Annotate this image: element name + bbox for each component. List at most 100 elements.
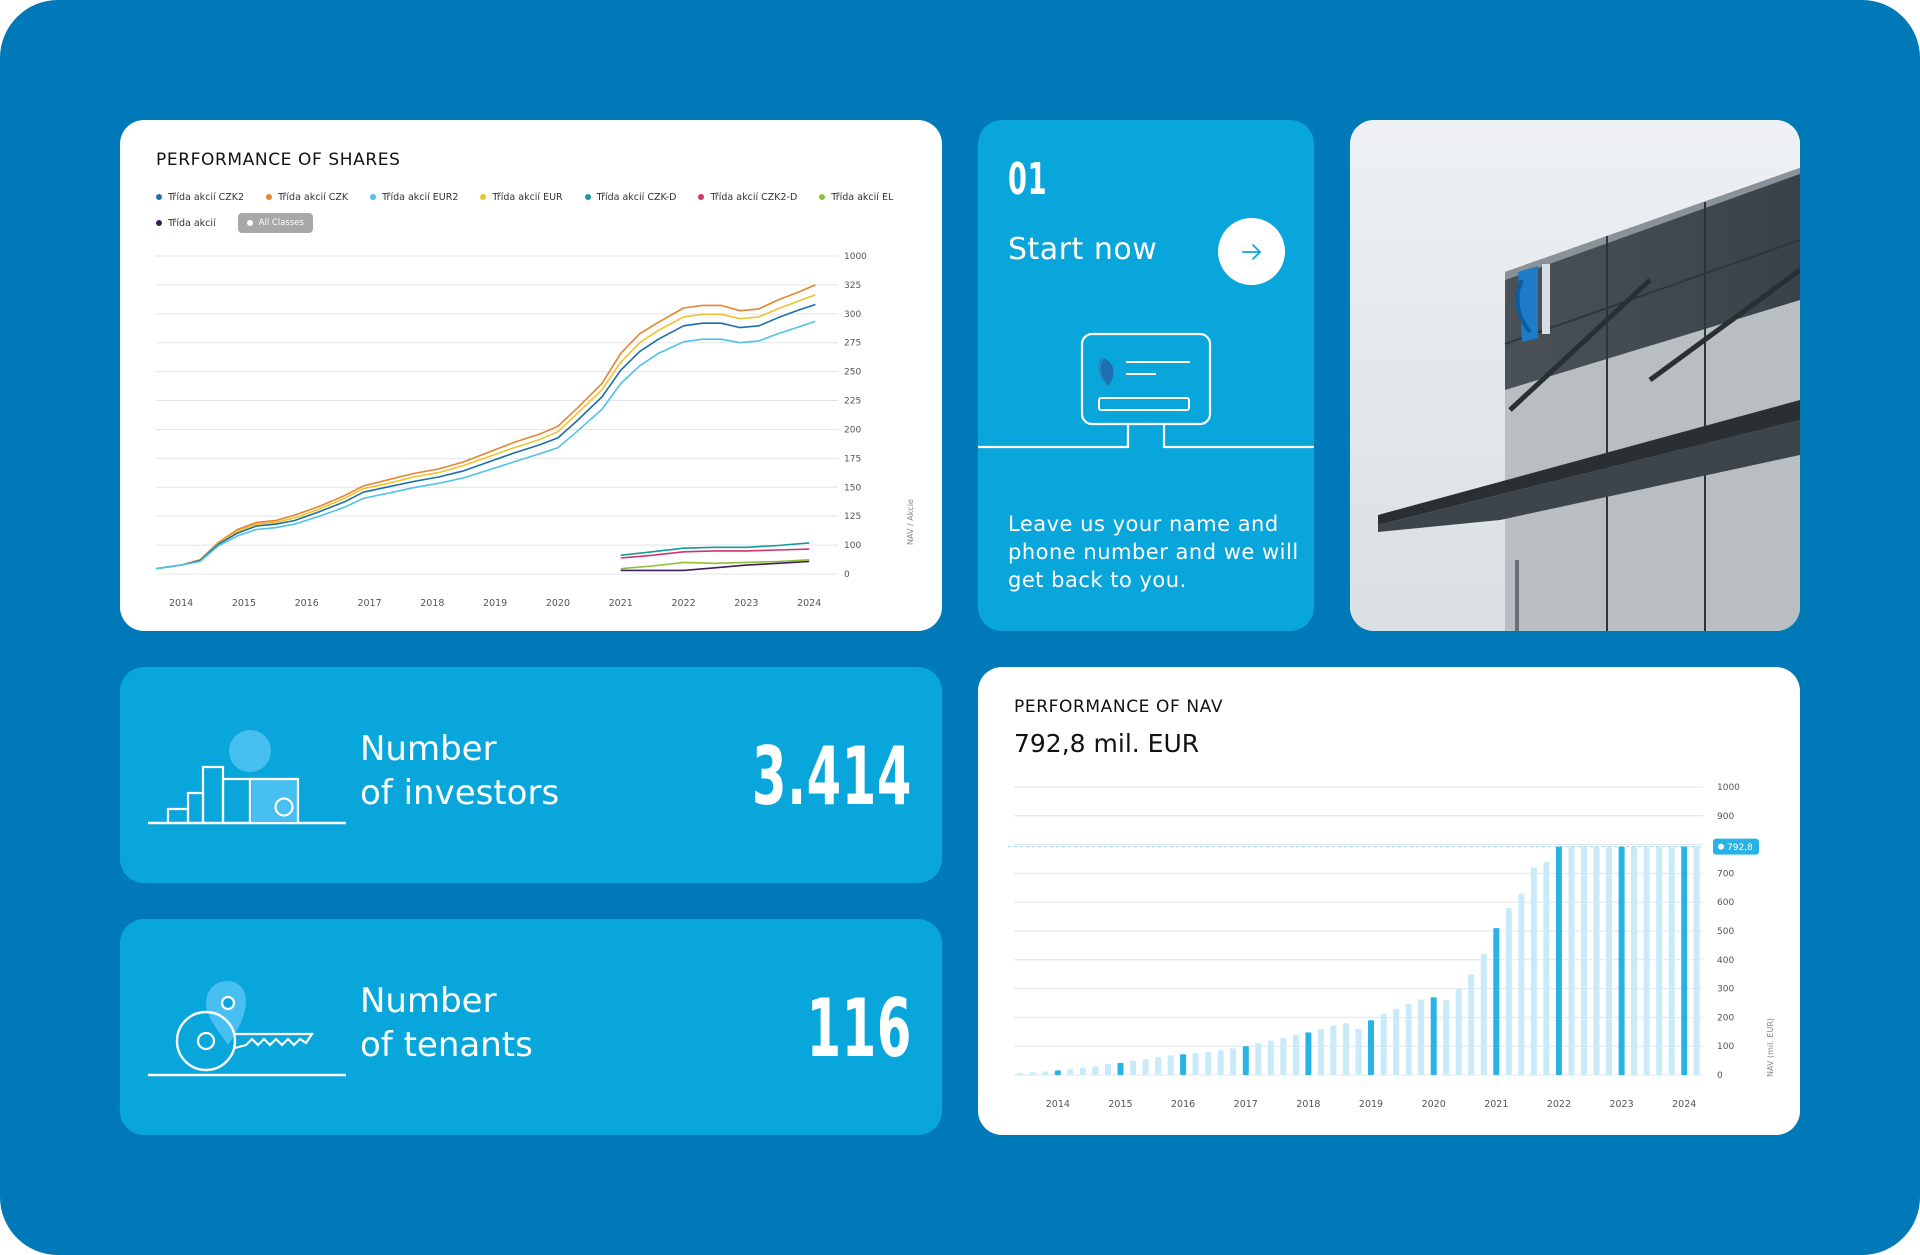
x-tick-label: 2021 xyxy=(609,598,633,609)
legend-item-czk[interactable]: Třída akcií CZK xyxy=(266,184,348,210)
x-tick-label: 2023 xyxy=(734,598,758,609)
step-number: 01 xyxy=(1008,154,1048,205)
x-tick-label: 2023 xyxy=(1609,1099,1633,1110)
legend-item-czk2-d[interactable]: Třída akcií CZK2-D xyxy=(698,184,797,210)
y-tick-label: 175 xyxy=(844,454,861,464)
nav-bar xyxy=(1530,867,1537,1075)
series-line-7 xyxy=(620,560,810,572)
y-tick-label: 0 xyxy=(844,570,850,580)
key-illustration-icon xyxy=(148,981,346,1077)
nav-bar xyxy=(1255,1043,1262,1075)
tenants-label: Number of tenants xyxy=(360,979,533,1067)
nav-bar xyxy=(1117,1062,1124,1075)
nav-bar xyxy=(1480,954,1487,1075)
series-line-5 xyxy=(620,548,810,559)
current-value-badge: 792,8 xyxy=(1713,838,1759,855)
y-tick-label: 200 xyxy=(844,425,861,435)
nav-bar xyxy=(1455,988,1462,1075)
nav-bar xyxy=(1505,908,1512,1075)
legend-item-base[interactable]: Třída akcií xyxy=(156,210,216,236)
legend-item-eur[interactable]: Třída akcií EUR xyxy=(480,184,563,210)
nav-bar xyxy=(1518,893,1525,1075)
x-tick-label: 2021 xyxy=(1484,1099,1508,1110)
x-tick-label: 2020 xyxy=(546,598,570,609)
badge-bg xyxy=(1713,838,1759,855)
nav-bar xyxy=(1305,1032,1312,1075)
nav-bar xyxy=(1555,846,1562,1075)
series-line-1 xyxy=(155,293,816,570)
y-tick-label: 325 xyxy=(844,281,861,291)
nav-bar xyxy=(1593,846,1600,1075)
y-tick-label: 1000 xyxy=(844,252,867,262)
x-tick-label: 2022 xyxy=(1547,1099,1571,1110)
nav-bar xyxy=(1292,1034,1299,1075)
legend-dot xyxy=(370,194,377,200)
nav-bar xyxy=(1418,999,1425,1075)
nav-bar xyxy=(1130,1060,1136,1075)
y-tick-label: 500 xyxy=(1717,927,1734,937)
nav-bar xyxy=(1656,846,1663,1075)
y-axis-label: NAV / Akcie xyxy=(906,499,915,545)
badge-label: 792,8 xyxy=(1727,843,1753,853)
nav-bar xyxy=(1368,1020,1374,1075)
nav-bar xyxy=(1643,846,1650,1075)
nav-bar xyxy=(1493,928,1500,1075)
investors-label-line2: of investors xyxy=(360,773,560,813)
x-tick-label: 2019 xyxy=(483,598,507,609)
series-line-0 xyxy=(155,284,816,570)
legend-dot xyxy=(480,194,487,200)
nav-bar xyxy=(1155,1057,1162,1075)
y-axis-label: NAV (mil. EUR) xyxy=(1766,1018,1775,1077)
tenants-count: 116 xyxy=(806,982,912,1075)
y-tick-label: 1000 xyxy=(1717,783,1740,793)
start-now-card[interactable]: 01 Start now Leave us your name and phon… xyxy=(978,120,1314,631)
badge-dot xyxy=(1718,843,1724,850)
investors-label-line1: Number xyxy=(360,729,497,769)
legend-item-czk-d[interactable]: Třída akcií CZK-D xyxy=(584,184,676,210)
nav-bar xyxy=(1405,1003,1412,1075)
legend-label: Třída akcií CZK2 xyxy=(168,191,245,203)
nav-bar xyxy=(1242,1046,1249,1075)
y-tick-label: 100 xyxy=(844,541,861,551)
legend-dot xyxy=(698,194,705,200)
y-tick-label: 200 xyxy=(1717,1013,1734,1023)
legend-item-el[interactable]: Třída akcií EL xyxy=(819,184,893,210)
nav-bar xyxy=(1017,1073,1024,1075)
start-now-label: Start now xyxy=(1008,232,1158,267)
x-tick-label: 2015 xyxy=(1108,1099,1132,1110)
y-tick-label: 250 xyxy=(844,368,861,378)
legend-label: Třída akcií EUR2 xyxy=(382,191,459,203)
legend-item-eur2[interactable]: Třída akcií EUR2 xyxy=(370,184,458,210)
nav-bar xyxy=(1618,846,1625,1075)
x-tick-label: 2018 xyxy=(1296,1099,1320,1110)
warehouse-image xyxy=(1350,120,1800,631)
nav-bar xyxy=(1105,1064,1111,1075)
nav-bar xyxy=(1042,1071,1049,1075)
nav-bar xyxy=(1668,846,1675,1075)
all-classes-button[interactable]: All Classes xyxy=(237,213,313,233)
nav-bar xyxy=(1092,1066,1099,1075)
nav-bar xyxy=(1317,1028,1324,1075)
x-tick-label: 2016 xyxy=(295,598,319,609)
y-tick-label: 400 xyxy=(1717,956,1734,966)
y-tick-label: 125 xyxy=(844,512,861,522)
nav-bar xyxy=(1606,846,1612,1075)
legend-dot xyxy=(156,194,162,200)
nav-bar xyxy=(1543,861,1550,1075)
legend-item-czk2[interactable]: Třída akcií CZK2 xyxy=(156,184,244,210)
nav-bar xyxy=(1430,997,1437,1075)
y-tick-label: 150 xyxy=(844,483,861,493)
contact-form-illustration-icon xyxy=(978,332,1314,449)
nav-bar xyxy=(1343,1023,1349,1075)
y-tick-label: 0 xyxy=(1717,1071,1723,1081)
start-now-button[interactable] xyxy=(1218,218,1285,285)
nav-bar xyxy=(1355,1028,1362,1075)
investors-illustration-icon xyxy=(148,730,346,825)
radio-dot-icon xyxy=(246,220,253,226)
y-tick-label: 225 xyxy=(844,397,861,407)
nav-bar xyxy=(1393,1008,1400,1075)
shares-legend: Třída akcií CZK2 Třída akcií CZK Třída akc… xyxy=(156,184,916,236)
nav-bar xyxy=(1029,1072,1036,1075)
x-tick-label: 2018 xyxy=(420,598,444,609)
legend-label: Třída akcií EL xyxy=(831,191,894,203)
